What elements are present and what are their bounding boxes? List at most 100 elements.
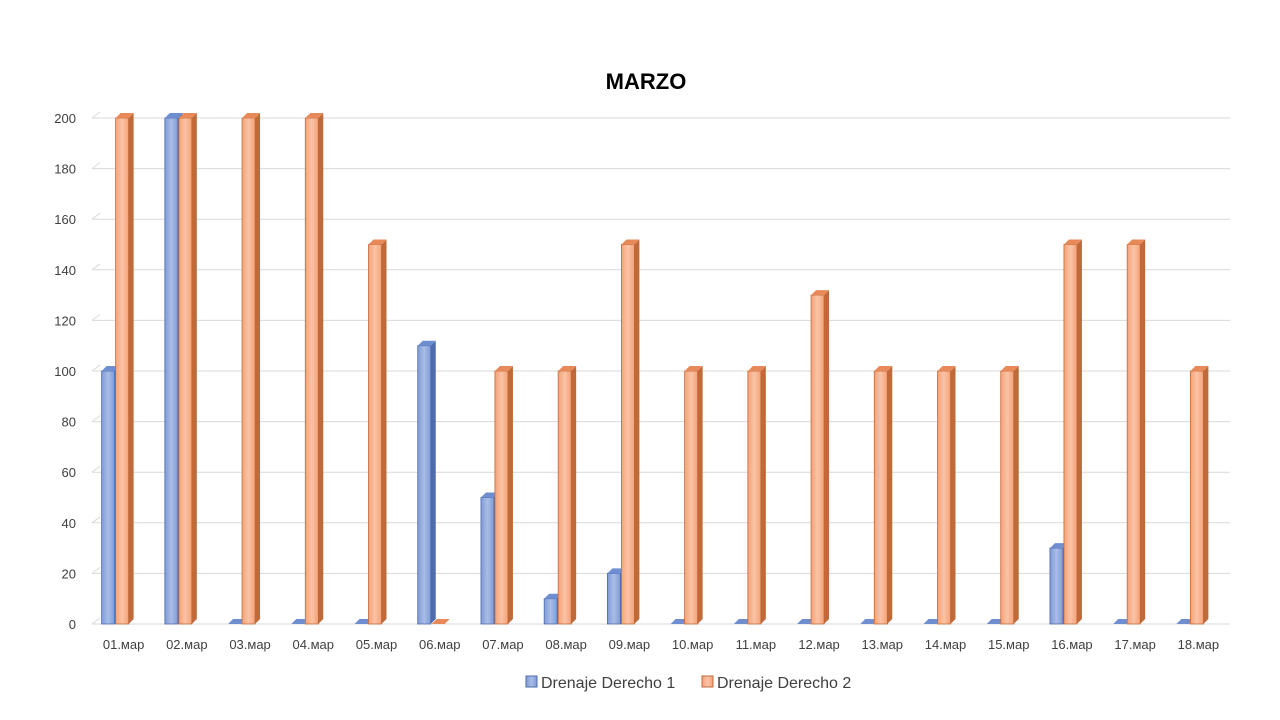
bar	[923, 619, 942, 624]
bar-front	[368, 244, 382, 625]
bar-top	[1176, 619, 1195, 624]
bar	[986, 619, 1005, 624]
bar	[228, 619, 247, 624]
gridline-depth	[91, 313, 101, 321]
bar	[494, 366, 513, 625]
bar-front	[620, 244, 635, 625]
x-tick-label: 12.мар	[798, 637, 839, 652]
bar-top	[621, 239, 640, 245]
bar	[810, 290, 830, 625]
bar-side	[1140, 239, 1146, 624]
y-tick-label: 20	[62, 566, 76, 581]
legend-item: Drenaje Derecho 2	[701, 675, 851, 692]
bar-top	[291, 619, 310, 624]
x-tick-label: 01.мар	[103, 637, 144, 652]
bar-top	[811, 290, 830, 296]
bar-side	[430, 340, 436, 624]
bar-top	[242, 113, 261, 118]
bar-top	[1190, 366, 1209, 371]
bar-side	[381, 239, 387, 624]
bar-top	[607, 568, 626, 574]
bar-front	[417, 345, 432, 625]
x-tick-label: 17.мар	[1114, 637, 1155, 652]
bar-top	[684, 366, 703, 371]
bar-top	[101, 366, 120, 371]
bar-front	[543, 598, 558, 625]
bar-top	[417, 340, 436, 346]
x-tick-label: 13.мар	[862, 637, 903, 652]
bar-top	[670, 619, 689, 624]
bar	[417, 340, 436, 625]
bar-side	[634, 239, 640, 624]
x-tick-label: 15.мар	[988, 637, 1029, 652]
bar	[1176, 619, 1195, 624]
bar	[354, 619, 373, 624]
y-tick-label: 180	[54, 162, 76, 177]
bar-side	[697, 366, 703, 624]
y-tick-label: 40	[62, 516, 76, 531]
bar	[747, 366, 766, 625]
bar-side	[255, 113, 261, 624]
x-tick-label: 07.мар	[482, 637, 523, 652]
bar-top	[178, 113, 197, 118]
x-tick-label: 02.мар	[166, 637, 207, 652]
bar-top	[368, 239, 387, 245]
x-tick-label: 04.мар	[293, 637, 334, 652]
bar	[115, 113, 134, 625]
gridlines	[91, 111, 1230, 625]
x-tick-label: 10.мар	[672, 637, 713, 652]
bar-top	[874, 366, 893, 371]
bar-top	[986, 619, 1005, 624]
bar-front	[178, 117, 193, 625]
y-tick-label: 120	[54, 313, 76, 328]
gridline-depth	[91, 465, 101, 473]
bar	[241, 113, 261, 625]
legend: Drenaje Derecho 1 Drenaje Derecho 2	[525, 675, 851, 692]
bar-front	[1049, 547, 1064, 625]
bar-side	[507, 366, 513, 624]
bar	[937, 366, 956, 625]
x-tick-label: 03.мар	[229, 637, 270, 652]
gridline-depth	[91, 263, 101, 271]
bar-top	[1127, 239, 1146, 245]
y-tick-label: 60	[62, 465, 76, 480]
bar-front	[101, 370, 116, 625]
bar-front	[241, 117, 256, 625]
bar-top	[544, 593, 563, 599]
bar	[178, 113, 197, 625]
bar	[1113, 619, 1132, 624]
x-tick-label: 11.мар	[736, 637, 777, 652]
bar	[733, 619, 752, 624]
bar-front	[810, 294, 825, 625]
bar	[304, 113, 324, 625]
bar-top	[1049, 543, 1068, 549]
chart-title: MARZO	[606, 69, 687, 94]
y-axis-ticks: 0 20 40 60 80 100 120 140 160 180 200	[54, 111, 76, 632]
x-tick-label: 14.мар	[925, 637, 966, 652]
bar-top	[431, 619, 450, 624]
bar-front	[873, 370, 888, 625]
bar-top	[797, 619, 816, 624]
bar-top	[1113, 619, 1132, 624]
bar	[670, 619, 689, 624]
bar-top	[494, 366, 513, 371]
bar-side	[824, 290, 830, 624]
gridline-depth	[91, 212, 101, 220]
bar-front	[684, 370, 699, 625]
bar-side	[1013, 366, 1019, 624]
gridline-depth	[91, 516, 101, 524]
bars	[101, 113, 1209, 625]
bar	[873, 366, 893, 625]
bar-front	[747, 370, 762, 625]
bar-side	[318, 113, 324, 624]
bar-side	[950, 366, 956, 624]
x-tick-label: 05.мар	[356, 637, 397, 652]
bar-front	[164, 117, 179, 625]
bar	[1189, 366, 1209, 625]
y-tick-label: 200	[54, 111, 76, 126]
y-tick-label: 80	[62, 415, 76, 430]
bar	[1126, 239, 1146, 625]
bar	[860, 619, 879, 624]
gridline-depth	[91, 111, 101, 119]
